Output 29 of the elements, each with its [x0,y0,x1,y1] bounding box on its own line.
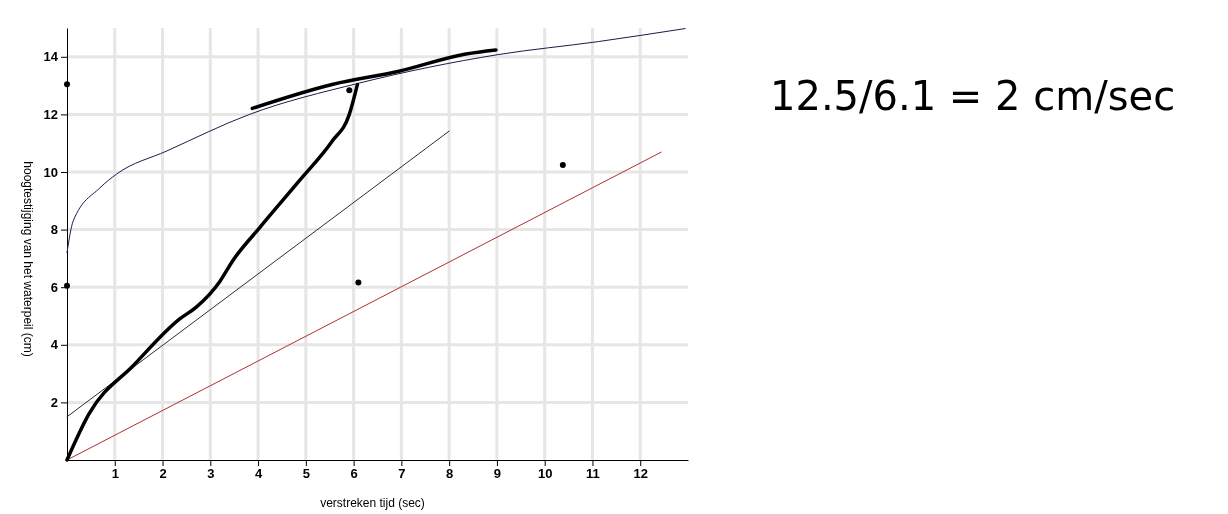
x-axis-title: verstreken tijd (sec) [320,496,425,510]
y-axis-title: hoogtestijging van het waterpeil (cm) [21,161,35,357]
point [559,162,566,169]
y-tick-label: 2 [50,395,58,411]
x-tick-label: 5 [302,466,310,482]
x-tick-label: 9 [493,466,502,482]
y-tick-label: 8 [50,222,58,238]
x-tick-label: 7 [398,466,406,482]
x-tick-label: 10 [537,466,553,482]
line-series [66,28,686,254]
x-tick-label: 12 [633,466,648,482]
y-tick-label: 12 [43,107,58,123]
text: 12.5/6.1 = 2 cm/sec [770,73,1176,119]
y-tick-label: 4 [50,337,59,353]
line-series [250,48,498,111]
point [64,81,70,88]
y-tick-label: 10 [43,164,58,180]
x-tick-label: 1 [111,466,119,482]
x-tick-label: 3 [207,466,215,482]
y-tick-label: 6 [50,279,58,295]
point [346,87,353,94]
x-tick-label: 11 [586,466,600,482]
y-tick-label: 14 [43,49,59,65]
x-tick-label: 4 [254,466,263,482]
x-tick-label: 2 [159,466,167,482]
x-tick-label: 6 [350,466,358,482]
point [64,282,70,289]
point [355,279,362,286]
x-tick-label: 8 [446,466,454,482]
